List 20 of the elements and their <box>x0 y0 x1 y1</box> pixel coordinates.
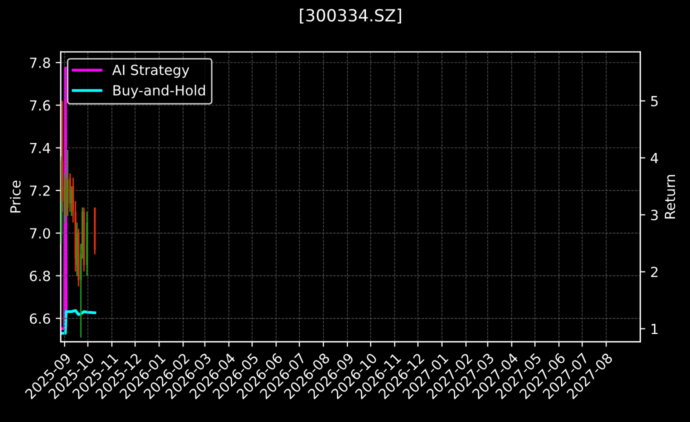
y-tick-label: 6.8 <box>30 270 50 282</box>
y-axis-title: Price <box>10 180 21 212</box>
y2-tick-label: 3 <box>651 210 658 220</box>
y2-tick-label: 1 <box>652 324 658 334</box>
legend-label: Buy-and-Hold <box>113 84 205 98</box>
y-tick-label: 7.2 <box>30 185 50 196</box>
line-series <box>60 309 96 335</box>
chart-title: [300334.SZ] <box>300 8 402 24</box>
y2-axis-title: Return <box>664 174 676 219</box>
y-tick-label: 7.4 <box>30 142 50 154</box>
y-tick-label: 6.6 <box>30 313 50 324</box>
y2-tick-label: 2 <box>651 266 658 278</box>
candlestick <box>86 211 88 276</box>
candlestick <box>83 206 85 272</box>
y2-tick-label: 4 <box>650 153 658 164</box>
y-tick-label: 7.6 <box>30 100 50 111</box>
y2-tick-label: 5 <box>651 96 658 106</box>
y-tick-label: 7.8 <box>30 58 50 68</box>
legend-label: AI Strategy <box>112 64 190 78</box>
y-tick-label: 7.0 <box>30 228 50 239</box>
